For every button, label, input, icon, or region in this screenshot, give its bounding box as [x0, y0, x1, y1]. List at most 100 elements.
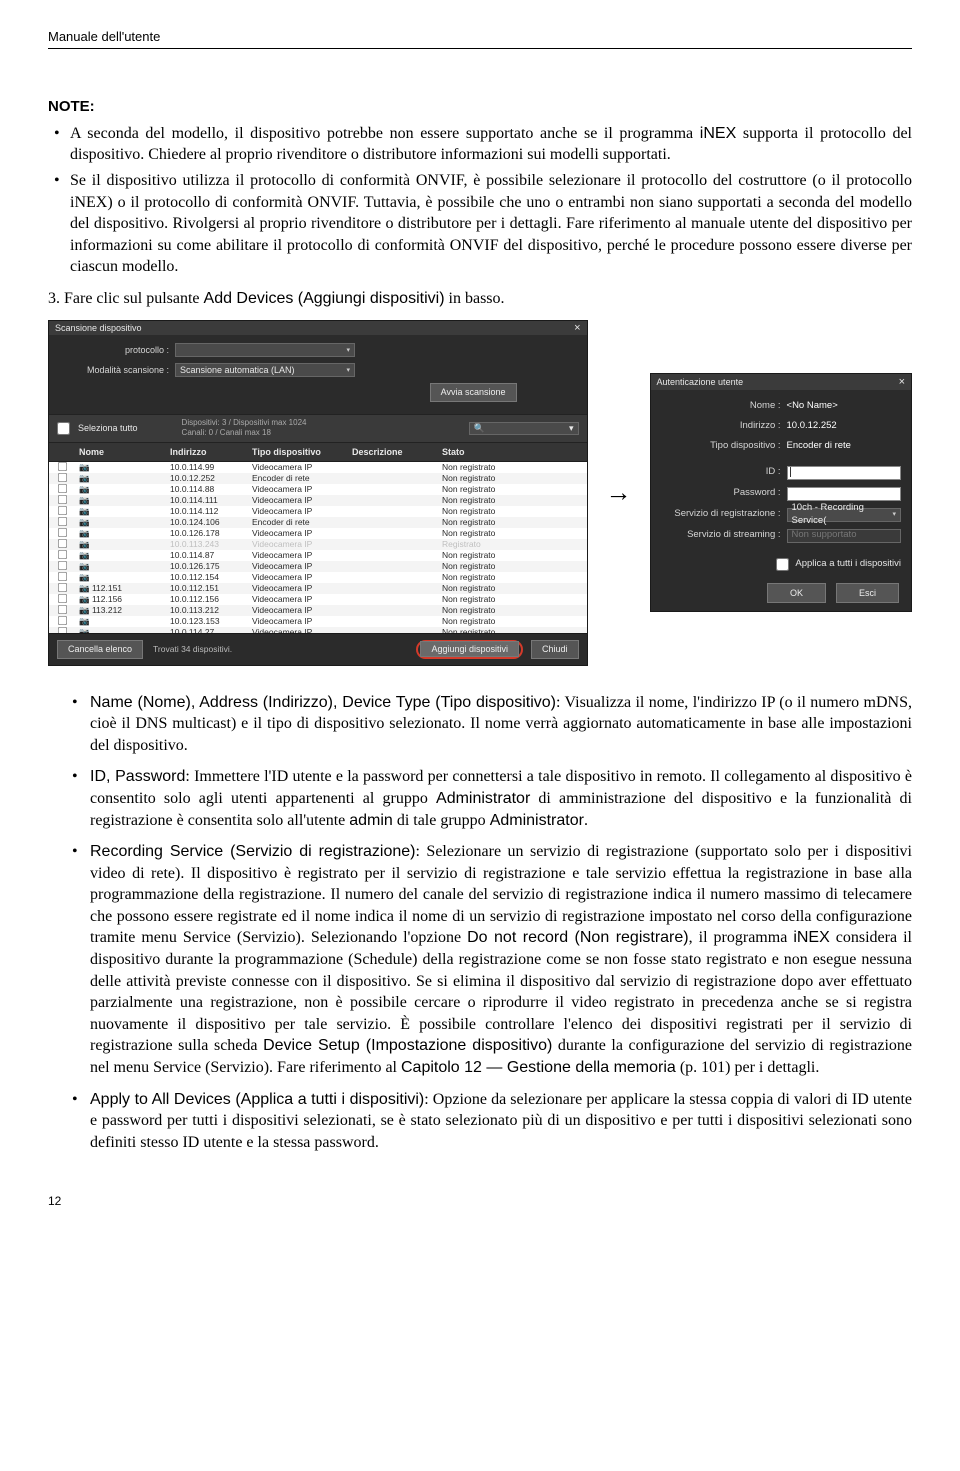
- table-row[interactable]: 📷 10.0.114.112Videocamera IPNon registra…: [49, 506, 587, 517]
- d3c: considera il dispositivo durante la prog…: [90, 929, 912, 1054]
- d4-lead: Apply to All Devices (Applica a tutti i …: [90, 1091, 424, 1108]
- step3-btn-name: Add Devices (Aggiungi dispositivi): [204, 290, 445, 307]
- d3s4: Capitolo 12 — Gestione della memoria: [401, 1059, 676, 1076]
- desc-item-name: Name (Nome), Address (Indirizzo), Device…: [72, 692, 912, 757]
- add-devices-button[interactable]: Aggiungi dispositivi: [420, 641, 519, 657]
- desc-item-applyall: Apply to All Devices (Applica a tutti i …: [72, 1089, 912, 1154]
- table-header: Nome Indirizzo Tipo dispositivo Descrizi…: [49, 443, 587, 462]
- table-row[interactable]: 📷 10.0.112.154Videocamera IPNon registra…: [49, 572, 587, 583]
- auth-type-label: Tipo dispositivo :: [661, 440, 781, 453]
- rec-value: 10ch - Recording Service(: [792, 502, 893, 528]
- col-type[interactable]: Tipo dispositivo: [252, 446, 352, 458]
- row-checkbox[interactable]: [57, 560, 66, 569]
- d3b: , il programma: [689, 929, 794, 946]
- row-checkbox[interactable]: [57, 527, 66, 536]
- col-name[interactable]: Nome: [75, 446, 170, 458]
- auth-addr-label: Indirizzo :: [661, 420, 781, 433]
- apply-all-row: Applica a tutti i dispositivi: [651, 554, 911, 575]
- select-all-checkbox[interactable]: [57, 422, 70, 435]
- scan-titlebar: Scansione dispositivo ×: [49, 321, 587, 336]
- screenshot-row: Scansione dispositivo × protocollo : ▾ M…: [48, 320, 912, 666]
- table-row[interactable]: 📷 10.0.126.175Videocamera IPNon registra…: [49, 561, 587, 572]
- password-input[interactable]: [787, 487, 901, 501]
- col-stat[interactable]: Stato: [442, 446, 587, 458]
- scan-title: Scansione dispositivo: [55, 322, 142, 334]
- row-checkbox[interactable]: [57, 494, 66, 503]
- auth-body: Nome :<No Name> Indirizzo :10.0.12.252 T…: [651, 390, 911, 553]
- row-checkbox[interactable]: [57, 626, 66, 633]
- start-scan-button[interactable]: Avvia scansione: [430, 383, 517, 401]
- id-input[interactable]: [787, 466, 901, 480]
- row-checkbox[interactable]: [57, 462, 66, 470]
- apply-all-checkbox[interactable]: [776, 558, 789, 571]
- select-bar: Seleziona tutto Dispositivi: 3 / Disposi…: [49, 414, 587, 444]
- step3-a: 3. Fare clic sul pulsante: [48, 290, 204, 307]
- d3s2: iNEX: [793, 929, 829, 946]
- note1-a: A seconda del modello, il dispositivo po…: [70, 125, 700, 142]
- close-icon[interactable]: ×: [574, 321, 580, 336]
- auth-titlebar: Autenticazione utente ×: [651, 374, 911, 390]
- search-input[interactable]: 🔍▾: [469, 422, 579, 435]
- d1-lead: Name (Nome), Address (Indirizzo), Device…: [90, 694, 556, 711]
- row-checkbox[interactable]: [57, 582, 66, 591]
- mode-label: Modalità scansione :: [59, 364, 169, 376]
- table-row[interactable]: 📷 10.0.114.87Videocamera IPNon registrat…: [49, 550, 587, 561]
- recording-service-select[interactable]: 10ch - Recording Service(▾: [787, 508, 901, 522]
- row-checkbox[interactable]: [57, 516, 66, 525]
- row-checkbox[interactable]: [57, 549, 66, 558]
- row-checkbox[interactable]: [57, 593, 66, 602]
- auth-addr-value: 10.0.12.252: [787, 420, 837, 433]
- row-checkbox[interactable]: [57, 604, 66, 613]
- note-list: A seconda del modello, il dispositivo po…: [48, 123, 912, 278]
- scan-dialog: Scansione dispositivo × protocollo : ▾ M…: [48, 320, 588, 666]
- protocol-combo[interactable]: ▾: [175, 343, 355, 357]
- desc-item-recording: Recording Service (Servizio di registraz…: [72, 841, 912, 1079]
- table-row[interactable]: 📷 10.0.114.88Videocamera IPNon registrat…: [49, 484, 587, 495]
- table-row[interactable]: 📷 10.0.124.106Encoder di reteNon registr…: [49, 517, 587, 528]
- search-icon: 🔍: [474, 422, 485, 434]
- scan-footer: Cancella elenco Trovati 34 dispositivi. …: [49, 633, 587, 664]
- table-row[interactable]: 📷 10.0.114.111Videocamera IPNon registra…: [49, 495, 587, 506]
- table-row[interactable]: 📷 113.21210.0.113.212Videocamera IPNon r…: [49, 605, 587, 616]
- protocol-label: protocollo :: [59, 344, 169, 356]
- d2c: di tale gruppo: [393, 812, 490, 829]
- highlight-ring: Aggiungi dispositivi: [416, 640, 523, 658]
- ok-button[interactable]: OK: [767, 583, 826, 603]
- note1-inex: iNEX: [700, 125, 736, 142]
- table-row[interactable]: 📷 112.15110.0.112.151Videocamera IPNon r…: [49, 583, 587, 594]
- d3s3: Device Setup (Impostazione dispositivo): [263, 1037, 552, 1054]
- d2s3: Administrator: [490, 812, 584, 829]
- row-checkbox[interactable]: [57, 472, 66, 481]
- table-row[interactable]: 📷 10.0.113.243Videocamera IPRegistrato: [49, 539, 587, 550]
- row-checkbox[interactable]: [57, 615, 66, 624]
- auth-pw-label: Password :: [661, 487, 781, 500]
- note-heading: NOTE:: [48, 97, 912, 117]
- cancel-button[interactable]: Esci: [836, 583, 899, 603]
- close-icon[interactable]: ×: [899, 375, 905, 390]
- row-checkbox[interactable]: [57, 538, 66, 547]
- close-button[interactable]: Chiudi: [531, 640, 579, 658]
- row-checkbox[interactable]: [57, 571, 66, 580]
- table-row[interactable]: 📷 10.0.114.99Videocamera IPNon registrat…: [49, 462, 587, 473]
- d2s2: admin: [349, 812, 393, 829]
- note-item-1: A seconda del modello, il dispositivo po…: [54, 123, 912, 166]
- stream-value: Non supportato: [792, 529, 857, 542]
- col-addr[interactable]: Indirizzo: [170, 446, 252, 458]
- row-checkbox[interactable]: [57, 505, 66, 514]
- step3-b: in basso.: [445, 290, 505, 307]
- auth-title: Autenticazione utente: [657, 376, 744, 388]
- clear-list-button[interactable]: Cancella elenco: [57, 640, 143, 658]
- apply-all-label: Applica a tutti i dispositivi: [795, 558, 901, 571]
- col-desc[interactable]: Descrizione: [352, 446, 442, 458]
- table-row[interactable]: 📷 112.15610.0.112.156Videocamera IPNon r…: [49, 594, 587, 605]
- auth-type-value: Encoder di rete: [787, 440, 851, 453]
- auth-id-label: ID :: [661, 466, 781, 479]
- text-cursor-icon: [790, 467, 791, 477]
- chevron-down-icon: ▾: [346, 366, 350, 375]
- row-checkbox[interactable]: [57, 483, 66, 492]
- table-row[interactable]: 📷 10.0.12.252Encoder di reteNon registra…: [49, 473, 587, 484]
- mode-combo[interactable]: Scansione automatica (LAN) ▾: [175, 363, 355, 377]
- streaming-service-select: Non supportato: [787, 529, 901, 543]
- table-row[interactable]: 📷 10.0.123.153Videocamera IPNon registra…: [49, 616, 587, 627]
- table-row[interactable]: 📷 10.0.126.178Videocamera IPNon registra…: [49, 528, 587, 539]
